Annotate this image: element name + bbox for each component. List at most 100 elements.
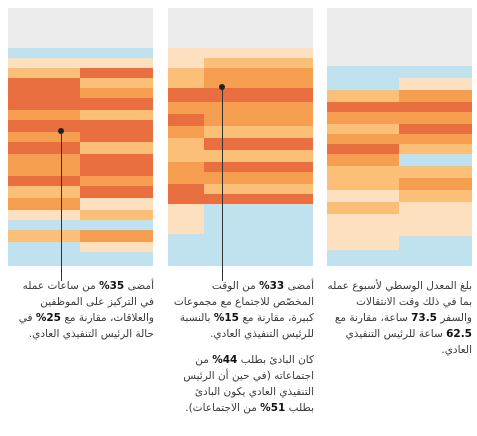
time-band-left-segment [8,98,80,110]
time-band-left-segment [327,166,399,178]
time-band-right-segment [204,138,313,150]
highlight-number: 51% [260,402,286,414]
time-band-right-segment [399,250,472,266]
time-band-right-segment [80,120,153,132]
highlight-number: 44% [212,354,238,366]
caption-text: بالنسبة للرئيس التنفيذي العادي. [179,312,314,340]
time-band-right-segment [80,242,153,252]
time-band-right-segment [399,202,472,214]
caption-text: من الوقت المخصّص للاجتماع مع مجموعات كبي… [173,280,314,324]
time-band-right-segment [80,68,153,78]
time-band-left-segment [8,132,80,142]
time-band-left-segment [327,112,399,124]
time-band-left-segment [8,230,80,242]
time-band-right-segment [204,204,313,234]
time-band-right-segment [204,78,313,88]
caption-text: من الاجتماعات). [185,402,261,414]
time-band-left-segment [168,204,204,234]
time-band-right-segment [399,154,472,166]
caption-text: ساعة للرئيس التنفيذي العادي. [345,328,472,356]
time-band-left-segment [327,214,399,224]
time-band-right-segment [80,230,153,242]
time-band-left-segment [327,124,399,134]
time-band-right-segment [399,102,472,112]
chart-panel-left [8,8,153,266]
time-band-left-segment [327,178,399,190]
caption-middle: أمضى 33% من الوقت المخصّص للاجتماع مع مج… [168,278,314,416]
caption-text: من اجتماعاته (في حين أن الرئيس التنفيذي … [183,354,314,414]
time-band-left-segment [168,102,204,114]
time-band-left-segment [168,88,204,102]
time-band-right-segment [80,186,153,198]
time-band-left-segment [327,90,399,102]
time-band-right-segment [399,66,472,78]
time-band-left-segment [8,142,80,154]
time-band-right-segment [80,110,153,120]
time-band-right-segment [204,48,313,58]
time-band-right-segment [399,224,472,236]
time-band-left-segment [8,68,80,78]
caption-text: بلغ المعدل الوسطي لأسبوع عمله بما في ذلك… [327,280,472,324]
time-band-right-segment [204,88,313,102]
time-band-left-segment [168,194,204,204]
leader-line-middle [222,87,223,281]
highlight-number: 33% [259,280,285,292]
time-band-right-segment [80,48,153,58]
time-band-right-segment [399,236,472,250]
time-band-right-segment [80,98,153,110]
time-band-right-segment [204,162,313,172]
time-band-left-segment [168,162,204,172]
time-band-right-segment [204,184,313,194]
time-band-left-segment [168,172,204,184]
time-band-right-segment [204,58,313,68]
highlight-number: 62.5 [446,328,472,340]
time-band-right-segment [204,114,313,126]
time-band-left-segment [8,242,80,252]
time-band-left-segment [168,150,204,162]
time-band-right-segment [204,126,313,138]
time-band-right-segment [80,132,153,142]
time-band-right-segment [80,198,153,210]
time-band-right-segment [80,58,153,68]
time-band-left-segment [168,48,204,58]
highlight-number: 25% [35,312,61,324]
caption-text: في حالة الرئيس التنفيذي العادي. [18,312,154,340]
leader-line-left [61,131,62,281]
caption-text: أمضى [124,280,154,292]
time-band-right-segment [399,134,472,144]
time-band-left-segment [8,48,80,58]
time-band-right-segment [80,220,153,230]
caption-paragraph: بلغ المعدل الوسطي لأسبوع عمله بما في ذلك… [327,278,472,358]
time-band-right-segment [399,178,472,190]
caption-paragraph: أمضى 33% من الوقت المخصّص للاجتماع مع مج… [168,278,314,342]
marker-dot-left [58,128,64,134]
caption-paragraph: أمضى 35% من ساعات عمله في التركيز على ال… [8,278,154,342]
caption-text: أمضى [284,280,314,292]
time-band-left-segment [8,120,80,132]
time-band-left-segment [8,252,80,266]
time-band-left-segment [327,154,399,166]
caption-right: بلغ المعدل الوسطي لأسبوع عمله بما في ذلك… [327,278,472,358]
time-band-left-segment [8,88,80,98]
time-band-right-segment [204,102,313,114]
time-band-left-segment [168,114,204,126]
time-band-right-segment [204,234,313,266]
time-band-left-segment [327,236,399,250]
caption-text: كان البادئ بطلب [237,354,314,366]
time-band-left-segment [8,110,80,120]
time-band-left-segment [8,186,80,198]
time-band-left-segment [327,224,399,236]
time-band-left-segment [327,190,399,202]
time-band-right-segment [399,166,472,178]
time-band-left-segment [327,250,399,266]
time-band-right-segment [80,142,153,154]
time-band-left-segment [168,58,204,68]
time-band-right-segment [80,78,153,88]
time-band-right-segment [204,68,313,78]
time-band-left-segment [327,134,399,144]
time-band-left-segment [8,198,80,210]
caption-text: من ساعات عمله في التركيز على الموظفين وا… [22,280,154,324]
time-band-right-segment [399,112,472,124]
time-band-right-segment [80,154,153,164]
time-band-right-segment [204,150,313,162]
